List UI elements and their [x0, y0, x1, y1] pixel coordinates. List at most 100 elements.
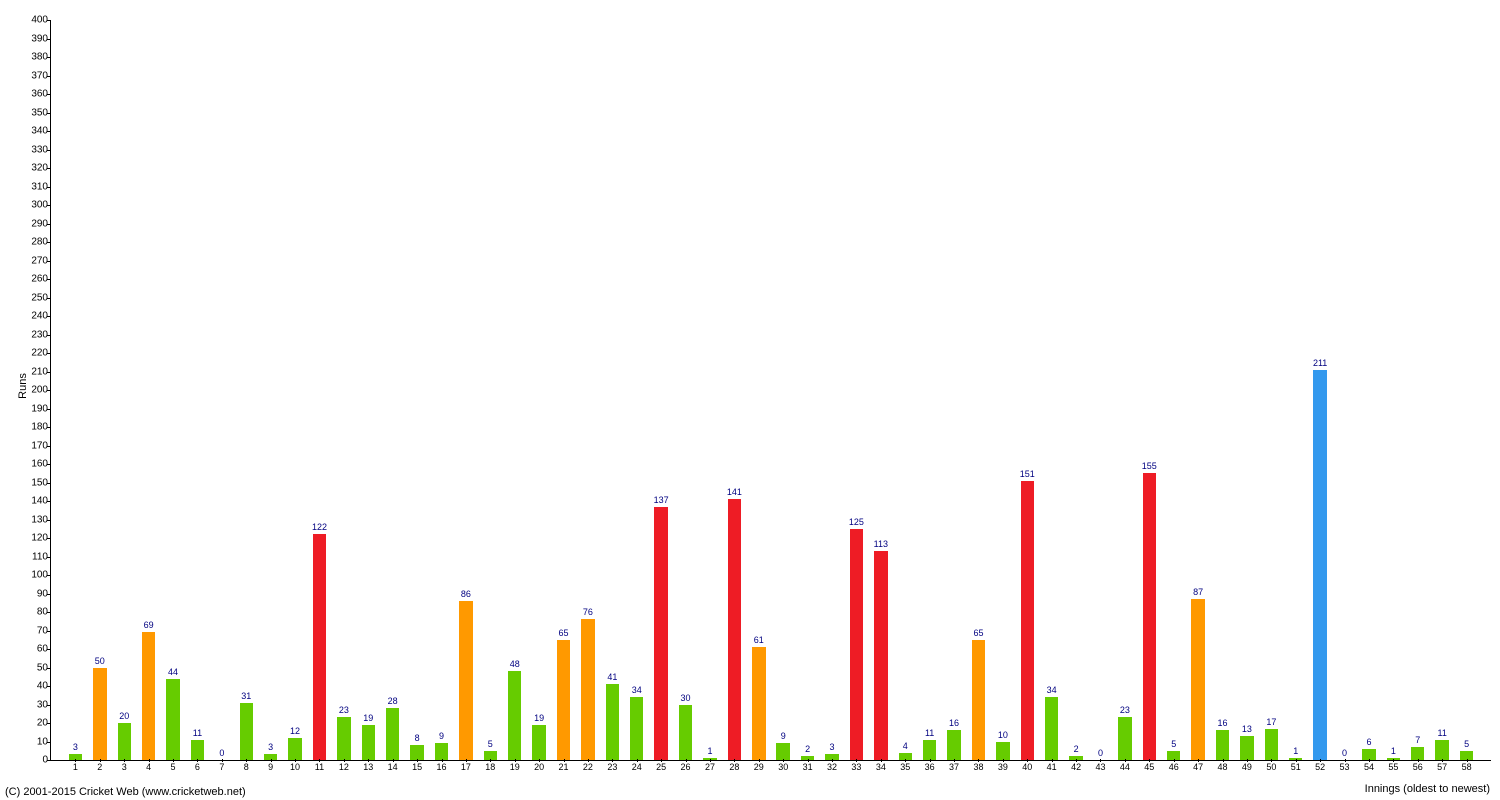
y-tick-label: 180 [20, 422, 48, 433]
x-tick-label: 43 [1095, 762, 1105, 772]
bar [1021, 481, 1034, 760]
bar-value-label: 12 [290, 726, 300, 736]
bar [752, 647, 765, 760]
x-tick-label: 45 [1144, 762, 1154, 772]
bar-value-label: 41 [607, 672, 617, 682]
x-tick-label: 11 [315, 762, 324, 772]
y-tick-label: 80 [20, 607, 48, 618]
x-tick-label: 52 [1315, 762, 1325, 772]
bar [654, 507, 667, 760]
bar-value-label: 23 [1120, 705, 1130, 715]
bar-value-label: 0 [1098, 748, 1103, 758]
y-tick-label: 150 [20, 477, 48, 488]
x-tick-label: 36 [925, 762, 935, 772]
y-tick-label: 380 [20, 52, 48, 63]
x-tick-mark [1027, 759, 1028, 762]
x-tick-mark [686, 759, 687, 762]
y-tick-label: 70 [20, 625, 48, 636]
x-tick-mark [954, 759, 955, 762]
y-tick-label: 390 [20, 33, 48, 44]
y-tick-label: 360 [20, 89, 48, 100]
bar-value-label: 6 [1366, 737, 1371, 747]
bar [1143, 473, 1156, 760]
x-tick-mark [466, 759, 467, 762]
x-tick-label: 55 [1388, 762, 1398, 772]
bar [410, 745, 423, 760]
x-tick-mark [1052, 759, 1053, 762]
bar [240, 703, 253, 760]
y-tick-label: 130 [20, 514, 48, 525]
bar-value-label: 11 [1438, 728, 1447, 738]
x-tick-mark [661, 759, 662, 762]
y-tick-label: 50 [20, 662, 48, 673]
x-tick-mark [856, 759, 857, 762]
bar [1191, 599, 1204, 760]
x-tick-label: 1 [73, 762, 78, 772]
bar [1240, 736, 1253, 760]
y-tick-label: 10 [20, 736, 48, 747]
x-tick-mark [368, 759, 369, 762]
x-tick-mark [539, 759, 540, 762]
x-tick-label: 29 [754, 762, 764, 772]
bar-value-label: 13 [1242, 724, 1252, 734]
x-tick-label: 35 [900, 762, 910, 772]
x-tick-mark [75, 759, 76, 762]
y-tick-label: 250 [20, 292, 48, 303]
x-tick-mark [1418, 759, 1419, 762]
x-tick-label: 12 [339, 762, 349, 772]
x-tick-label: 16 [436, 762, 446, 772]
x-tick-mark [222, 759, 223, 762]
y-tick-label: 350 [20, 107, 48, 118]
bar [166, 679, 179, 760]
bar [93, 668, 106, 761]
x-tick-mark [1003, 759, 1004, 762]
bar-value-label: 86 [461, 589, 471, 599]
bar [606, 684, 619, 760]
x-tick-label: 22 [583, 762, 593, 772]
x-tick-mark [881, 759, 882, 762]
bar-value-label: 69 [144, 620, 154, 630]
x-tick-label: 32 [827, 762, 837, 772]
bar [532, 725, 545, 760]
y-tick-label: 280 [20, 237, 48, 248]
bar [581, 619, 594, 760]
bar-value-label: 28 [388, 696, 398, 706]
x-tick-label: 33 [851, 762, 861, 772]
bar [459, 601, 472, 760]
x-tick-mark [734, 759, 735, 762]
y-tick-label: 220 [20, 348, 48, 359]
bar-value-label: 30 [681, 693, 691, 703]
x-tick-mark [1174, 759, 1175, 762]
x-tick-label: 42 [1071, 762, 1081, 772]
x-tick-label: 26 [681, 762, 691, 772]
x-tick-label: 53 [1340, 762, 1350, 772]
bar-value-label: 87 [1193, 587, 1203, 597]
bar-value-label: 5 [488, 739, 493, 749]
x-tick-mark [1467, 759, 1468, 762]
x-tick-label: 14 [388, 762, 398, 772]
bar [435, 743, 448, 760]
x-tick-label: 4 [146, 762, 151, 772]
y-tick-label: 270 [20, 255, 48, 266]
bar-value-label: 141 [727, 487, 742, 497]
bar-value-label: 5 [1464, 739, 1469, 749]
x-tick-mark [1076, 759, 1077, 762]
x-tick-mark [1149, 759, 1150, 762]
bar [923, 740, 936, 760]
x-tick-label: 30 [778, 762, 788, 772]
x-tick-label: 5 [171, 762, 176, 772]
x-tick-label: 48 [1218, 762, 1228, 772]
x-tick-label: 39 [998, 762, 1008, 772]
bar-value-label: 44 [168, 667, 178, 677]
x-tick-label: 15 [412, 762, 422, 772]
y-tick-label: 170 [20, 440, 48, 451]
bar [1313, 370, 1326, 760]
x-tick-mark [1247, 759, 1248, 762]
bar-value-label: 1 [707, 746, 712, 756]
x-tick-mark [173, 759, 174, 762]
x-tick-mark [1100, 759, 1101, 762]
x-tick-label: 40 [1022, 762, 1032, 772]
bar-value-label: 2 [1074, 744, 1079, 754]
bar-value-label: 0 [219, 748, 224, 758]
bar-value-label: 16 [949, 718, 959, 728]
